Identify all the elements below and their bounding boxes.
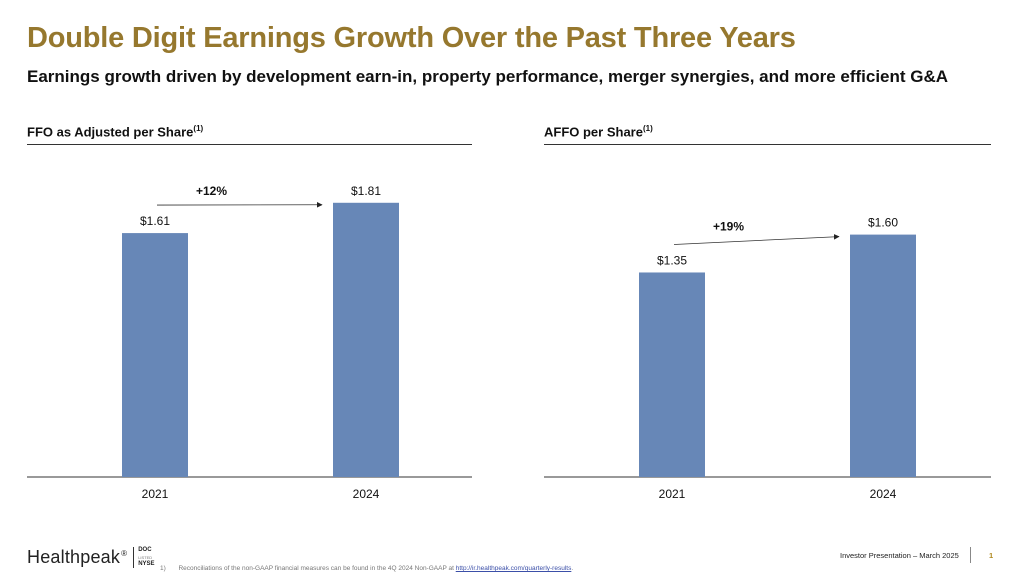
affo-value-label-2024: $1.60 xyxy=(868,216,898,230)
presentation-label: Investor Presentation – March 2025 xyxy=(840,551,959,560)
ffo-growth-label: +12% xyxy=(196,184,227,198)
ffo-tick-label-2024: 2024 xyxy=(353,487,380,501)
ffo-chart-title: FFO as Adjusted per Share(1) xyxy=(27,124,472,145)
slide-subtitle: Earnings growth driven by development ea… xyxy=(27,67,949,86)
ffo-value-label-2024: $1.81 xyxy=(351,184,381,198)
ticker-listed-label: LISTED xyxy=(138,554,153,560)
ffo-footnote-marker: (1) xyxy=(193,124,204,133)
exchange-name: NYSE xyxy=(138,560,155,567)
ticker-symbol: DOC xyxy=(138,546,152,553)
affo-value-label-2021: $1.35 xyxy=(657,253,687,267)
footnote-text: Reconciliations of the non-GAAP financia… xyxy=(178,565,454,572)
affo-footnote-marker: (1) xyxy=(642,124,653,133)
affo-tick-label-2024: 2024 xyxy=(870,487,897,501)
ffo-bar-2021 xyxy=(122,233,188,477)
footer-divider xyxy=(970,547,971,563)
affo-bar-2024 xyxy=(850,234,916,477)
affo-growth-label: +19% xyxy=(713,220,744,234)
logo-wordmark: Healthpeak® xyxy=(27,546,128,567)
slide-title: Double Digit Earnings Growth Over the Pa… xyxy=(27,22,796,54)
affo-growth-arrow xyxy=(673,234,840,245)
ffo-value-label-2021: $1.61 xyxy=(140,214,170,228)
affo-bar-2021 xyxy=(639,272,705,477)
affo-tick-label-2021: 2021 xyxy=(659,487,686,501)
affo-chart-title: AFFO per Share(1) xyxy=(544,124,991,145)
ffo-bar-2024 xyxy=(333,202,399,477)
footnote-link[interactable]: http://ir.healthpeak.com/quarterly-resul… xyxy=(455,565,572,572)
page-number: 1 xyxy=(989,551,994,560)
affo-chart-title-text: AFFO per Share xyxy=(544,124,643,140)
ffo-chart-title-text: FFO as Adjusted per Share xyxy=(27,124,194,140)
footnote-number: 1) xyxy=(160,565,166,572)
nyse-ticker: DOC LISTED NYSE xyxy=(133,546,155,568)
ffo-tick-label-2021: 2021 xyxy=(142,487,169,501)
footnote: 1) Reconciliations of the non-GAAP finan… xyxy=(160,565,574,572)
healthpeak-logo: Healthpeak® DOC LISTED NYSE xyxy=(27,546,155,568)
